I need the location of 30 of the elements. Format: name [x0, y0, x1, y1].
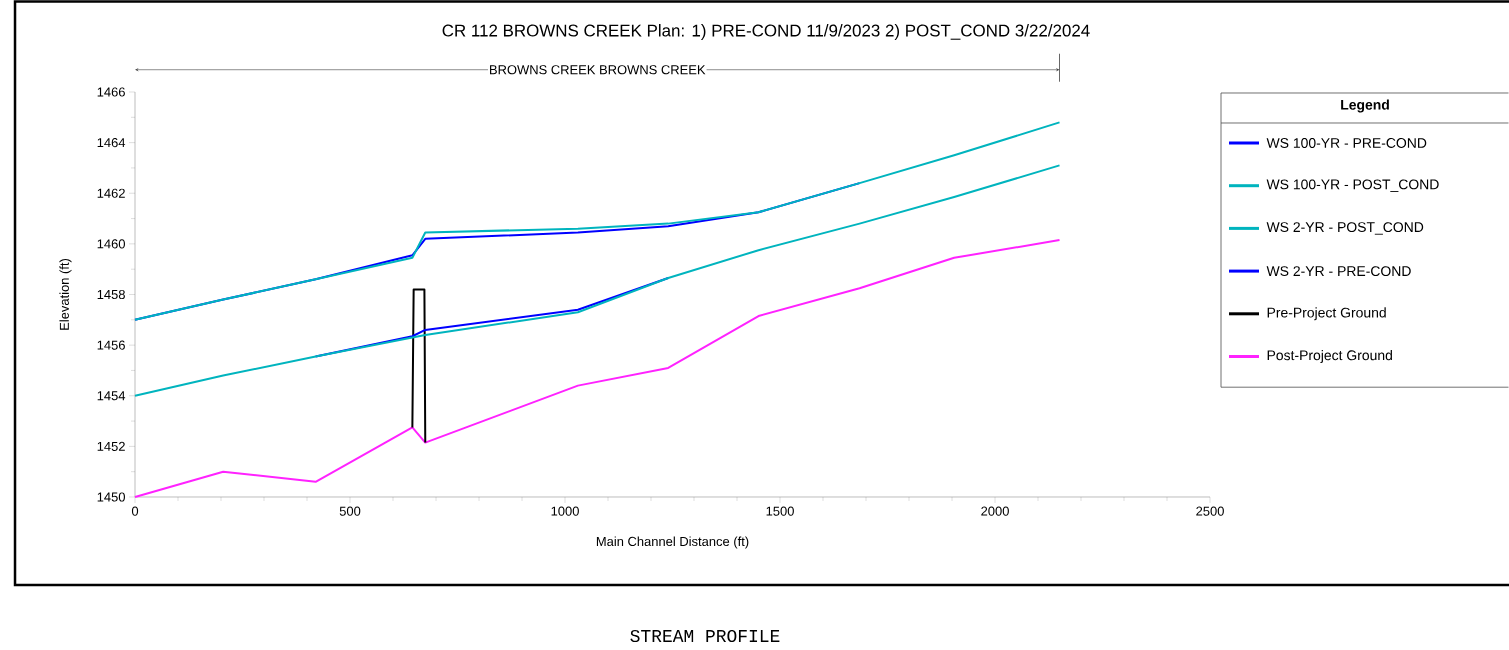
y-tick-label: 1462 — [97, 188, 125, 198]
text: BROWNS CREEK BROWNS CREEK — [490, 65, 706, 75]
line-series — [134, 121, 1061, 321]
y-tick-label: 1460 — [97, 239, 125, 249]
text: STREAM PROFILE — [630, 629, 780, 643]
legend-label: Post-Project Ground — [1267, 349, 1392, 363]
legend-title: Legend — [1341, 99, 1389, 113]
x-tick-label: 500 — [339, 506, 361, 516]
y-axis-title: Elevation (ft) — [59, 258, 72, 330]
y-tick-label: 1464 — [97, 138, 126, 148]
x-axis-title: Main Channel Distance (ft) — [596, 536, 749, 549]
line-series — [134, 239, 1061, 498]
legend-label: WS 2-YR - POST_COND — [1266, 222, 1424, 235]
x-tick-label: 2000 — [981, 506, 1009, 516]
y-tick-label: 1456 — [97, 340, 125, 350]
x-tick-label: 1500 — [766, 506, 794, 516]
legend-label: Pre-Project Ground — [1267, 307, 1386, 321]
y-tick-label: 1454 — [97, 391, 126, 401]
y-tick-label: 1458 — [97, 289, 125, 300]
chart-title: CR 112 BROWNS CREEK Plan: 1) PRE-COND 11/9/2023 2) POST_COND 3/22/2024 — [442, 24, 1090, 40]
line-series — [134, 164, 1061, 397]
y-tick-label: 1466 — [97, 87, 125, 97]
legend-label: WS 100-YR - PRE-COND — [1266, 138, 1427, 148]
x-tick-label: 0 — [131, 506, 139, 516]
legend-label: WS 2-YR - PRE-COND — [1266, 266, 1411, 277]
legend-label: WS 100-YR - POST_COND — [1266, 179, 1439, 192]
x-tick-label: 2500 — [1196, 506, 1224, 516]
y-tick-label: 1452 — [97, 441, 125, 451]
x-tick-label: 1000 — [551, 506, 579, 516]
y-tick-label: 1450 — [97, 492, 125, 502]
